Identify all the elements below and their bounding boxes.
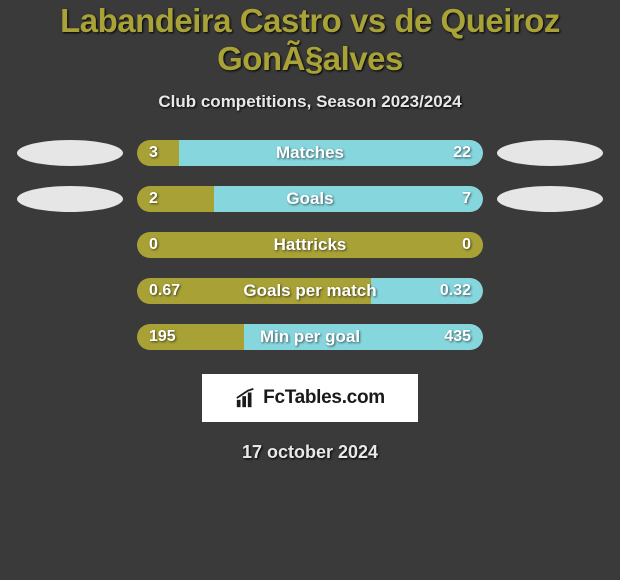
stat-bar: 27Goals <box>137 186 483 212</box>
stat-row: 0.670.32Goals per match <box>0 278 620 304</box>
player-left-oval <box>17 140 123 166</box>
stat-bar: 00Hattricks <box>137 232 483 258</box>
oval-spacer <box>17 278 123 304</box>
player-left-oval <box>17 186 123 212</box>
stat-row: 322Matches <box>0 140 620 166</box>
stat-row: 27Goals <box>0 186 620 212</box>
stat-label: Hattricks <box>137 232 483 258</box>
date-text: 17 october 2024 <box>0 442 620 463</box>
oval-spacer <box>497 232 603 258</box>
stat-label: Goals per match <box>137 278 483 304</box>
oval-spacer <box>17 232 123 258</box>
oval-spacer <box>497 278 603 304</box>
stat-label: Goals <box>137 186 483 212</box>
stat-bar: 0.670.32Goals per match <box>137 278 483 304</box>
stat-label: Min per goal <box>137 324 483 350</box>
bar-chart-icon <box>235 387 257 409</box>
stat-bar: 195435Min per goal <box>137 324 483 350</box>
player-right-oval <box>497 140 603 166</box>
stat-label: Matches <box>137 140 483 166</box>
comparison-rows: 322Matches 27Goals 00Hattricks 0.670.32Goal… <box>0 140 620 350</box>
stat-row: 00Hattricks <box>0 232 620 258</box>
oval-spacer <box>497 324 603 350</box>
oval-spacer <box>17 324 123 350</box>
subtitle: Club competitions, Season 2023/2024 <box>0 92 620 112</box>
page-title: Labandeira Castro vs de Queiroz GonÃ§alv… <box>0 2 620 78</box>
logo-text: FcTables.com <box>263 387 385 409</box>
stat-bar: 322Matches <box>137 140 483 166</box>
stat-row: 195435Min per goal <box>0 324 620 350</box>
fctables-logo[interactable]: FcTables.com <box>202 374 418 422</box>
player-right-oval <box>497 186 603 212</box>
